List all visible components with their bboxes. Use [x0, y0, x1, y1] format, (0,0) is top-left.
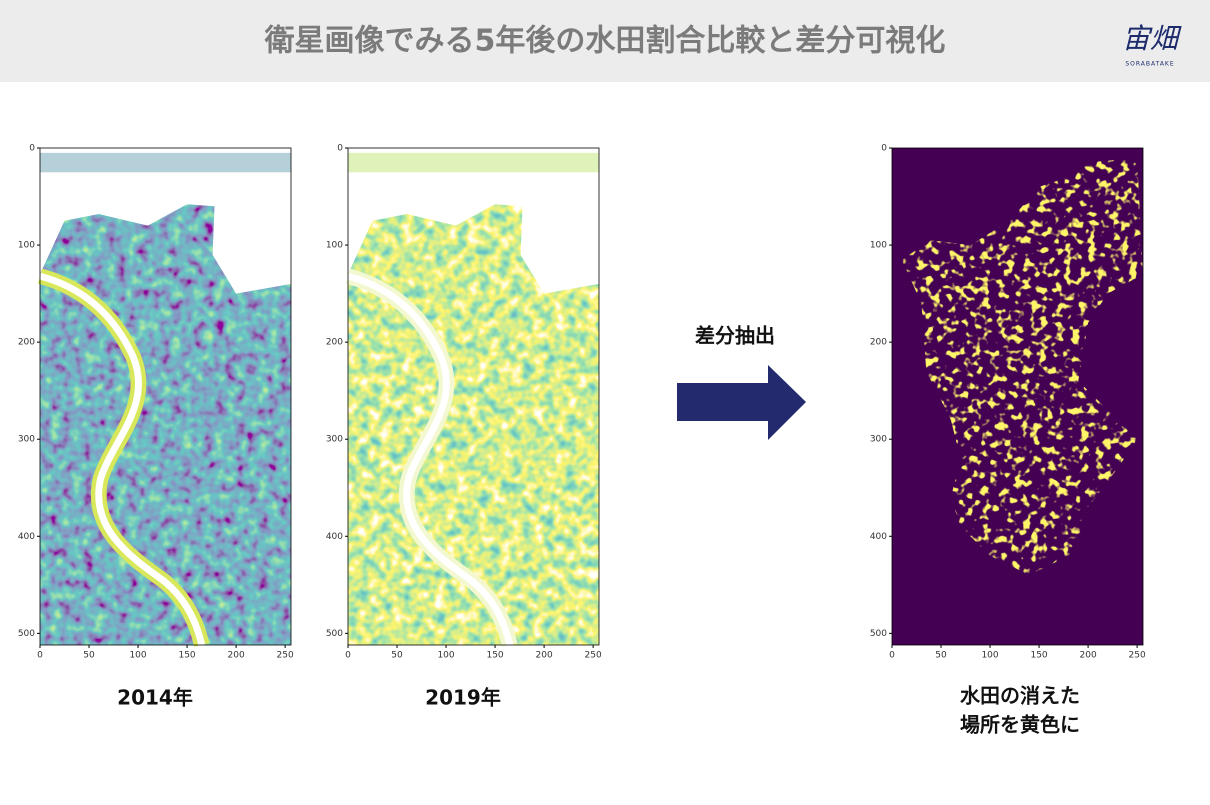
title: 衛星画像でみる5年後の水田割合比較と差分可視化 [264, 24, 946, 59]
y-tick-label: 400 [18, 532, 35, 542]
logo: 宙畑 [1122, 22, 1182, 55]
header-bar [0, 0, 1210, 82]
x-tick-label: 50 [391, 651, 403, 661]
x-tick-label: 200 [228, 651, 245, 661]
x-tick-label: 200 [1080, 651, 1097, 661]
y-tick-label: 300 [326, 435, 343, 445]
y-tick-label: 500 [870, 629, 887, 639]
x-tick-label: 150 [178, 651, 195, 661]
y-tick-label: 400 [326, 532, 343, 542]
river-center [347, 272, 514, 646]
axes-frame [891, 147, 1144, 646]
image-panel [37, 148, 291, 647]
y-tick-label: 300 [18, 435, 35, 445]
y-tick-label: 100 [870, 241, 887, 251]
x-tick-label: 250 [277, 651, 294, 661]
top-strip [40, 152, 291, 173]
y-tick-label: 500 [326, 629, 343, 639]
x-tick-label: 250 [1129, 651, 1146, 661]
y-tick-label: 400 [870, 532, 887, 542]
y-tick-label: 200 [18, 338, 35, 348]
logo-sub: SORABATAKE [1125, 61, 1174, 68]
arrow [677, 365, 806, 440]
axes-frame [347, 147, 600, 646]
y-tick-label: 100 [326, 241, 343, 251]
x-tick-label: 0 [37, 651, 43, 661]
y-tick-label: 0 [881, 144, 887, 154]
y-tick-label: 200 [326, 338, 343, 348]
caption: 2019年 [425, 686, 501, 710]
y-tick-label: 500 [18, 629, 35, 639]
y-tick-label: 0 [29, 144, 35, 154]
y-tick-label: 200 [870, 338, 887, 348]
river-center [39, 272, 206, 646]
x-tick-label: 0 [345, 651, 351, 661]
caption: 2014年 [117, 686, 193, 710]
arrow-label: 差分抽出 [695, 324, 775, 348]
x-tick-label: 100 [981, 651, 998, 661]
image-panel [892, 148, 1143, 645]
x-tick-label: 200 [536, 651, 553, 661]
x-tick-label: 50 [935, 651, 947, 661]
caption: 水田の消えた [960, 684, 1080, 708]
x-tick-label: 150 [1030, 651, 1047, 661]
caption: 場所を黄色に [960, 713, 1080, 737]
x-tick-label: 100 [437, 651, 454, 661]
y-tick-label: 0 [337, 144, 343, 154]
axes-frame [39, 147, 292, 646]
x-tick-label: 50 [83, 651, 95, 661]
x-tick-label: 100 [129, 651, 146, 661]
image-panel [345, 148, 599, 647]
y-tick-label: 300 [870, 435, 887, 445]
x-tick-label: 0 [889, 651, 895, 661]
x-tick-label: 250 [585, 651, 602, 661]
x-tick-label: 150 [486, 651, 503, 661]
top-strip [348, 152, 599, 173]
y-tick-label: 100 [18, 241, 35, 251]
